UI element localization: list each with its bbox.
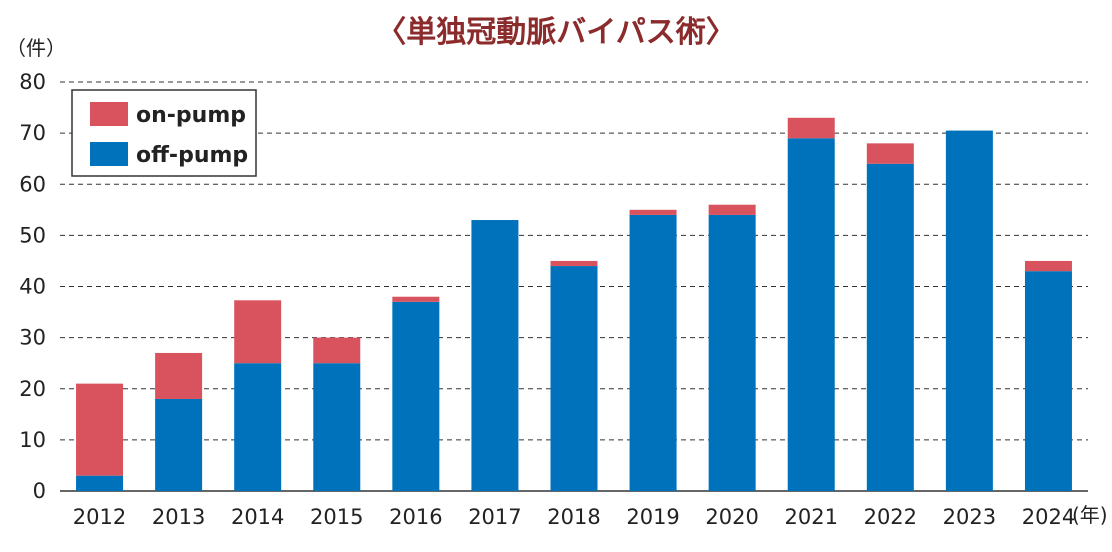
x-tick-label: 2023 — [943, 505, 996, 529]
bar-off-pump-2013 — [155, 398, 203, 491]
legend-label-on-pump: on-pump — [136, 103, 246, 128]
x-tick-label: 2015 — [310, 505, 363, 529]
bar-on-pump-2013 — [155, 352, 203, 399]
bar-on-pump-2020 — [708, 204, 756, 215]
x-tick-label: 2017 — [468, 505, 521, 529]
legend-label-off-pump: off-pump — [136, 143, 248, 168]
x-tick-label: 2024 — [1022, 505, 1075, 529]
x-tick-label: 2018 — [547, 505, 600, 529]
legend-swatch-off-pump — [90, 142, 128, 166]
bars — [76, 117, 1072, 492]
bar-off-pump-2012 — [76, 475, 124, 491]
bar-off-pump-2015 — [313, 363, 361, 491]
bar-off-pump-2019 — [629, 214, 677, 492]
x-tick-label: 2014 — [231, 505, 284, 529]
x-axis-unit-label: (年) — [1072, 503, 1108, 527]
bar-on-pump-2024 — [1024, 260, 1072, 272]
y-tick-label: 60 — [19, 172, 46, 196]
bar-off-pump-2018 — [550, 266, 598, 491]
y-tick-label: 80 — [19, 70, 46, 94]
legend-swatch-on-pump — [90, 102, 128, 126]
bar-on-pump-2016 — [392, 296, 440, 302]
bar-on-pump-2018 — [550, 260, 598, 267]
x-tick-label: 2022 — [864, 505, 917, 529]
x-tick-label: 2012 — [73, 505, 126, 529]
y-tick-label: 0 — [33, 479, 46, 503]
bar-off-pump-2023 — [945, 130, 993, 491]
x-tick-label: 2020 — [705, 505, 758, 529]
bar-off-pump-2017 — [471, 220, 519, 491]
y-tick-label: 30 — [19, 326, 46, 350]
bar-off-pump-2020 — [708, 214, 756, 492]
y-tick-label: 50 — [19, 223, 46, 247]
x-tick-label: 2019 — [626, 505, 679, 529]
x-tick-labels: 2012 2013 2014 2015 2016 2017 2018 2019 2020 2021… — [73, 505, 1075, 529]
y-tick-label: 70 — [19, 121, 46, 145]
bar-on-pump-2022 — [866, 143, 914, 164]
y-tick-label: 40 — [19, 275, 46, 299]
y-tick-label: 10 — [19, 428, 46, 452]
chart-title: 〈単独冠動脈バイパス術〉 — [376, 15, 735, 50]
bar-off-pump-2016 — [392, 301, 440, 491]
x-tick-label: 2013 — [152, 505, 205, 529]
bar-on-pump-2014 — [234, 300, 282, 364]
bar-on-pump-2015 — [313, 337, 361, 364]
x-tick-label: 2021 — [785, 505, 838, 529]
bar-on-pump-2012 — [76, 383, 124, 476]
bar-off-pump-2014 — [234, 363, 282, 491]
x-tick-label: 2016 — [389, 505, 442, 529]
bar-on-pump-2019 — [629, 209, 677, 215]
legend: on-pump off-pump — [71, 89, 257, 177]
bar-off-pump-2024 — [1024, 271, 1072, 491]
bar-off-pump-2021 — [787, 138, 835, 492]
y-axis-unit-label: （件） — [6, 36, 66, 60]
y-tick-label: 20 — [19, 377, 46, 401]
bar-off-pump-2022 — [866, 163, 914, 492]
y-tick-labels: 0 10 20 30 40 50 60 70 80 — [19, 70, 46, 503]
bar-on-pump-2021 — [787, 117, 835, 139]
